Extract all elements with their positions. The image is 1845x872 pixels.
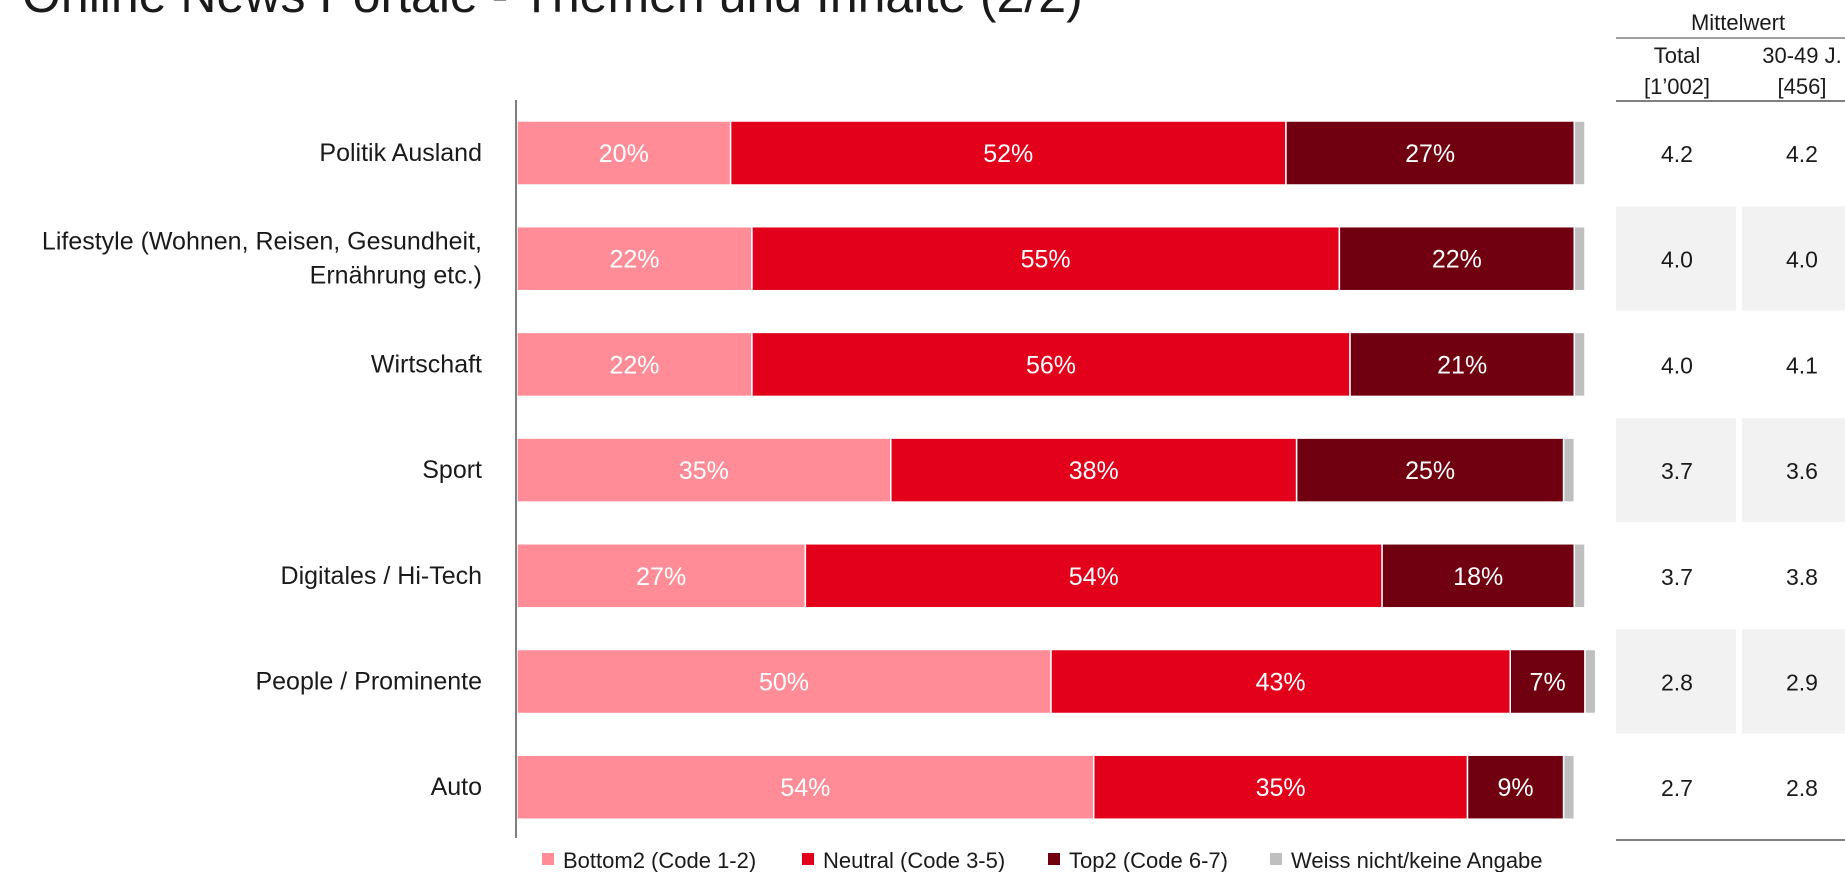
- mean-value: 4.0: [1786, 247, 1818, 273]
- mean-value: 4.1: [1786, 352, 1818, 378]
- bar-value-label: 22%: [609, 246, 659, 274]
- category-label: Wirtschaft: [371, 350, 482, 378]
- table-column-name: 30-49 J.: [1762, 43, 1842, 68]
- bar-value-label: 50%: [759, 669, 809, 697]
- mean-value: 3.6: [1786, 458, 1818, 484]
- bar-segment: [516, 437, 892, 503]
- bar-segment: [516, 648, 1052, 715]
- mean-value: 2.8: [1661, 670, 1693, 696]
- mean-value: 3.7: [1661, 564, 1693, 590]
- legend-label: Top2 (Code 6-7): [1069, 848, 1228, 872]
- legend-label: Weiss nicht/keine Angabe: [1291, 848, 1543, 872]
- bar-segment: [1562, 754, 1576, 820]
- mean-value: 3.8: [1786, 564, 1818, 590]
- bar-value-label: 55%: [1021, 246, 1071, 274]
- legend-swatch: [1048, 853, 1060, 865]
- bar-value-label: 21%: [1437, 351, 1487, 379]
- bar-segment: [1050, 648, 1511, 715]
- bar-segment: [1381, 543, 1576, 609]
- table-stripe: [1742, 418, 1845, 523]
- bar-segment: [751, 331, 1351, 398]
- bar-segment: [1573, 543, 1586, 609]
- bar-segment: [1573, 120, 1586, 186]
- bar-segment: [1562, 437, 1576, 503]
- bar-value-label: 27%: [1405, 140, 1455, 168]
- category-label: Auto: [431, 773, 482, 801]
- bar-value-label: 7%: [1530, 669, 1566, 697]
- bar-segment: [804, 543, 1383, 609]
- category-label: People / Prominente: [255, 668, 482, 696]
- legend-label: Bottom2 (Code 1-2): [563, 848, 756, 872]
- bar-value-label: 43%: [1256, 669, 1306, 697]
- bar-segment: [516, 331, 753, 398]
- legend-label: Neutral (Code 3-5): [823, 848, 1005, 872]
- table-header: Mittelwert: [1691, 10, 1785, 35]
- bar-segment: [1509, 648, 1586, 715]
- mean-value: 4.0: [1661, 247, 1693, 273]
- bar-segment: [1285, 120, 1576, 186]
- bar-segment: [1573, 331, 1586, 398]
- bar-segment: [890, 437, 1298, 503]
- bar-value-label: 22%: [609, 351, 659, 379]
- category-label: Lifestyle (Wohnen, Reisen, Gesundheit,: [42, 228, 482, 256]
- category-label: Politik Ausland: [319, 139, 482, 167]
- mean-value: 2.9: [1786, 670, 1818, 696]
- bar-segment: [1092, 754, 1469, 820]
- mean-value: 2.7: [1661, 775, 1693, 801]
- bar-segment: [516, 754, 1095, 820]
- bar-value-label: 52%: [983, 140, 1033, 168]
- bar-value-label: 54%: [780, 774, 830, 802]
- mean-value: 4.2: [1786, 141, 1818, 167]
- bar-value-label: 18%: [1453, 563, 1503, 591]
- chart-title: Online News Portale - Themen und Inhalte…: [22, 0, 1083, 24]
- bar-value-label: 9%: [1498, 774, 1534, 802]
- table-stripe: [1742, 206, 1845, 311]
- bar-value-label: 38%: [1069, 457, 1119, 485]
- table-column-base: [1’002]: [1644, 74, 1710, 99]
- bar-value-label: 54%: [1069, 563, 1119, 591]
- bar-segment: [729, 120, 1287, 186]
- legend-swatch: [542, 853, 554, 865]
- bar-segment: [1584, 648, 1597, 715]
- bar-value-label: 35%: [679, 457, 729, 485]
- table-column-base: [456]: [1778, 74, 1827, 99]
- bar-segment: [1573, 225, 1586, 292]
- legend-swatch: [1270, 853, 1282, 865]
- table-stripe: [1742, 629, 1845, 734]
- table-stripe: [1616, 629, 1736, 734]
- bar-segment: [516, 543, 807, 609]
- bar-value-label: 22%: [1432, 246, 1482, 274]
- category-label: Sport: [422, 456, 482, 484]
- table-column-name: Total: [1654, 43, 1700, 68]
- mean-value: 4.0: [1661, 352, 1693, 378]
- table-stripe: [1616, 418, 1736, 523]
- mean-value: 3.7: [1661, 458, 1693, 484]
- table-stripe: [1616, 206, 1736, 311]
- bar-value-label: 35%: [1256, 774, 1306, 802]
- mean-value: 4.2: [1661, 141, 1693, 167]
- bar-segment: [1466, 754, 1565, 820]
- bar-segment: [751, 225, 1341, 292]
- bar-value-label: 27%: [636, 563, 686, 591]
- bar-segment: [1295, 437, 1565, 503]
- category-label: Digitales / Hi-Tech: [281, 562, 482, 590]
- bar-value-label: 20%: [599, 140, 649, 168]
- bar-segment: [1349, 331, 1576, 398]
- bar-segment: [516, 225, 753, 292]
- mean-value: 2.8: [1786, 775, 1818, 801]
- legend-swatch: [802, 853, 814, 865]
- category-label: Ernährung etc.): [310, 262, 482, 290]
- bar-value-label: 25%: [1405, 457, 1455, 485]
- bar-value-label: 56%: [1026, 351, 1076, 379]
